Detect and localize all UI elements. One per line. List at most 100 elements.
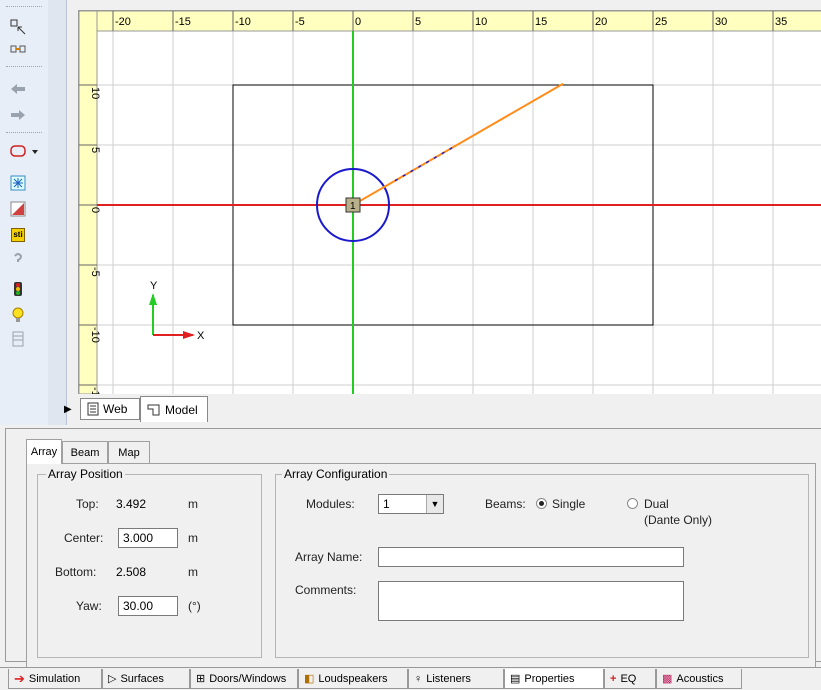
comments-textarea[interactable] — [378, 581, 684, 621]
center-input[interactable] — [118, 528, 178, 548]
beams-single-label: Single — [552, 497, 586, 511]
left-ruler — [79, 11, 98, 394]
tab-array-label: Array — [30, 446, 58, 458]
tab-eq[interactable]: + EQ — [604, 669, 656, 689]
model-icon — [147, 404, 160, 415]
shape-tool-icon[interactable] — [9, 142, 41, 160]
x-tick-label: 25 — [655, 16, 667, 28]
tab-loudspeakers-label: Loudspeakers — [318, 672, 388, 685]
y-tick-label: -10 — [89, 327, 101, 343]
yaw-unit: (°) — [188, 599, 201, 613]
tab-beam-label: Beam — [70, 446, 100, 459]
gizmo-y-arrowhead — [149, 293, 157, 305]
document-icon: ▤ — [510, 673, 521, 685]
tab-doors-windows[interactable]: ⊞ Doors/Windows — [190, 669, 298, 689]
tab-eq-label: EQ — [620, 672, 637, 685]
x-tick-label: -20 — [115, 16, 131, 28]
beam-dash-overlay — [394, 145, 456, 182]
x-tick-label: 15 — [535, 16, 547, 28]
toolbar-divider — [6, 132, 42, 133]
modules-value: 1 — [383, 497, 390, 511]
tab-listeners-label: Listeners — [426, 672, 471, 685]
y-tick-label: -5 — [89, 267, 101, 277]
gizmo-x-arrowhead — [183, 331, 195, 339]
snowflake-icon[interactable] — [9, 174, 27, 192]
top-unit: m — [188, 497, 198, 511]
model-canvas[interactable]: -20 -15 -10 -5 0 5 10 15 20 25 30 35 10 5 0 -5 -10 -15 1 Y X — [78, 10, 821, 394]
tab-doors-windows-label: Doors/Windows — [209, 672, 287, 685]
array-tab-content: Array Position Top: 3.492 m Center: m Bo… — [26, 463, 816, 679]
tab-loudspeakers[interactable]: ◧ Loudspeakers — [298, 669, 408, 689]
link-icon[interactable] — [9, 40, 27, 58]
yaw-label: Yaw: — [76, 599, 102, 613]
tab-beam[interactable]: Beam — [62, 441, 108, 463]
modules-label: Modules: — [306, 497, 355, 511]
yaw-input[interactable] — [118, 596, 178, 616]
beams-dual-radio[interactable] — [627, 498, 638, 509]
beams-dual-label: Dual — [644, 497, 669, 511]
tab-map[interactable]: Map — [108, 441, 150, 463]
x-tick-label: 20 — [595, 16, 607, 28]
tab-properties-label: Properties — [524, 672, 575, 685]
tab-simulation-label: Simulation — [28, 672, 81, 685]
left-toolbar: sti — [0, 0, 49, 425]
array-name-label: Array Name: — [295, 550, 363, 564]
dante-only-note: (Dante Only) — [644, 513, 713, 527]
traffic-light-icon[interactable] — [9, 280, 27, 298]
surface-icon[interactable] — [9, 200, 27, 218]
beams-single-radio[interactable] — [536, 498, 547, 509]
comments-label: Comments: — [295, 583, 357, 597]
loudspeaker-label: 1 — [350, 201, 356, 212]
plus-icon: + — [610, 672, 617, 685]
tab-array[interactable]: Array — [26, 439, 62, 464]
lightbulb-icon[interactable] — [9, 306, 27, 324]
toolbar-grip — [6, 6, 42, 7]
tab-acoustics[interactable]: ▩ Acoustics — [656, 669, 742, 689]
sti-icon[interactable]: sti — [9, 226, 27, 244]
y-tick-label: 5 — [89, 147, 101, 153]
sti-label: sti — [11, 228, 25, 242]
plan-view[interactable]: -20 -15 -10 -5 0 5 10 15 20 25 30 35 10 5 0 -5 -10 -15 1 Y X — [79, 11, 821, 394]
tab-web[interactable]: Web — [80, 398, 140, 420]
tab-simulation[interactable]: ➔ Simulation — [8, 669, 102, 689]
tab-listeners[interactable]: ♀ Listeners — [408, 669, 504, 689]
toolbar-divider — [6, 66, 42, 67]
tab-acoustics-label: Acoustics — [676, 672, 724, 685]
bottom-unit: m — [188, 565, 198, 579]
array-configuration-group: Array Configuration Modules: 1 ▼ Beams: … — [275, 467, 809, 658]
array-position-group: Array Position Top: 3.492 m Center: m Bo… — [37, 467, 262, 658]
surfaces-icon: ▷ — [108, 673, 117, 685]
top-label: Top: — [76, 497, 99, 511]
y-tick-label: -15 — [89, 387, 101, 394]
array-icon[interactable] — [9, 330, 27, 348]
grid-icon: ⊞ — [196, 673, 206, 685]
loudspeaker-icon: ◧ — [304, 673, 315, 685]
select-icon[interactable] — [9, 18, 27, 36]
acoustics-icon: ▩ — [662, 673, 673, 685]
tab-model[interactable]: Model — [140, 396, 208, 422]
play-arrow-icon[interactable]: ▶ — [64, 404, 72, 415]
tab-map-label: Map — [118, 446, 140, 459]
gizmo-y-label: Y — [150, 280, 158, 292]
x-tick-label: -10 — [235, 16, 251, 28]
properties-panel: Array Beam Map Array Position Top: 3.492… — [5, 428, 821, 679]
beams-label: Beams: — [485, 497, 526, 511]
x-tick-label: -5 — [295, 16, 305, 28]
listener-icon: ♀ — [414, 672, 423, 685]
modules-select[interactable]: 1 ▼ — [378, 494, 444, 514]
top-value: 3.492 — [116, 497, 147, 511]
x-tick-label: 30 — [715, 16, 727, 28]
help-icon[interactable] — [9, 250, 27, 268]
array-name-input[interactable] — [378, 547, 684, 567]
redo-arrow-icon[interactable] — [9, 106, 27, 124]
center-label: Center: — [64, 531, 104, 545]
tab-surfaces-label: Surfaces — [120, 672, 164, 685]
undo-arrow-icon[interactable] — [9, 80, 27, 98]
arrow-right-icon: ➔ — [14, 670, 25, 686]
x-tick-label: 10 — [475, 16, 487, 28]
array-position-legend: Array Position — [46, 467, 125, 481]
tab-properties[interactable]: ▤ Properties — [504, 669, 604, 689]
array-configuration-legend: Array Configuration — [282, 467, 390, 481]
tab-surfaces[interactable]: ▷ Surfaces — [102, 669, 190, 689]
chevron-down-icon[interactable]: ▼ — [426, 495, 443, 513]
